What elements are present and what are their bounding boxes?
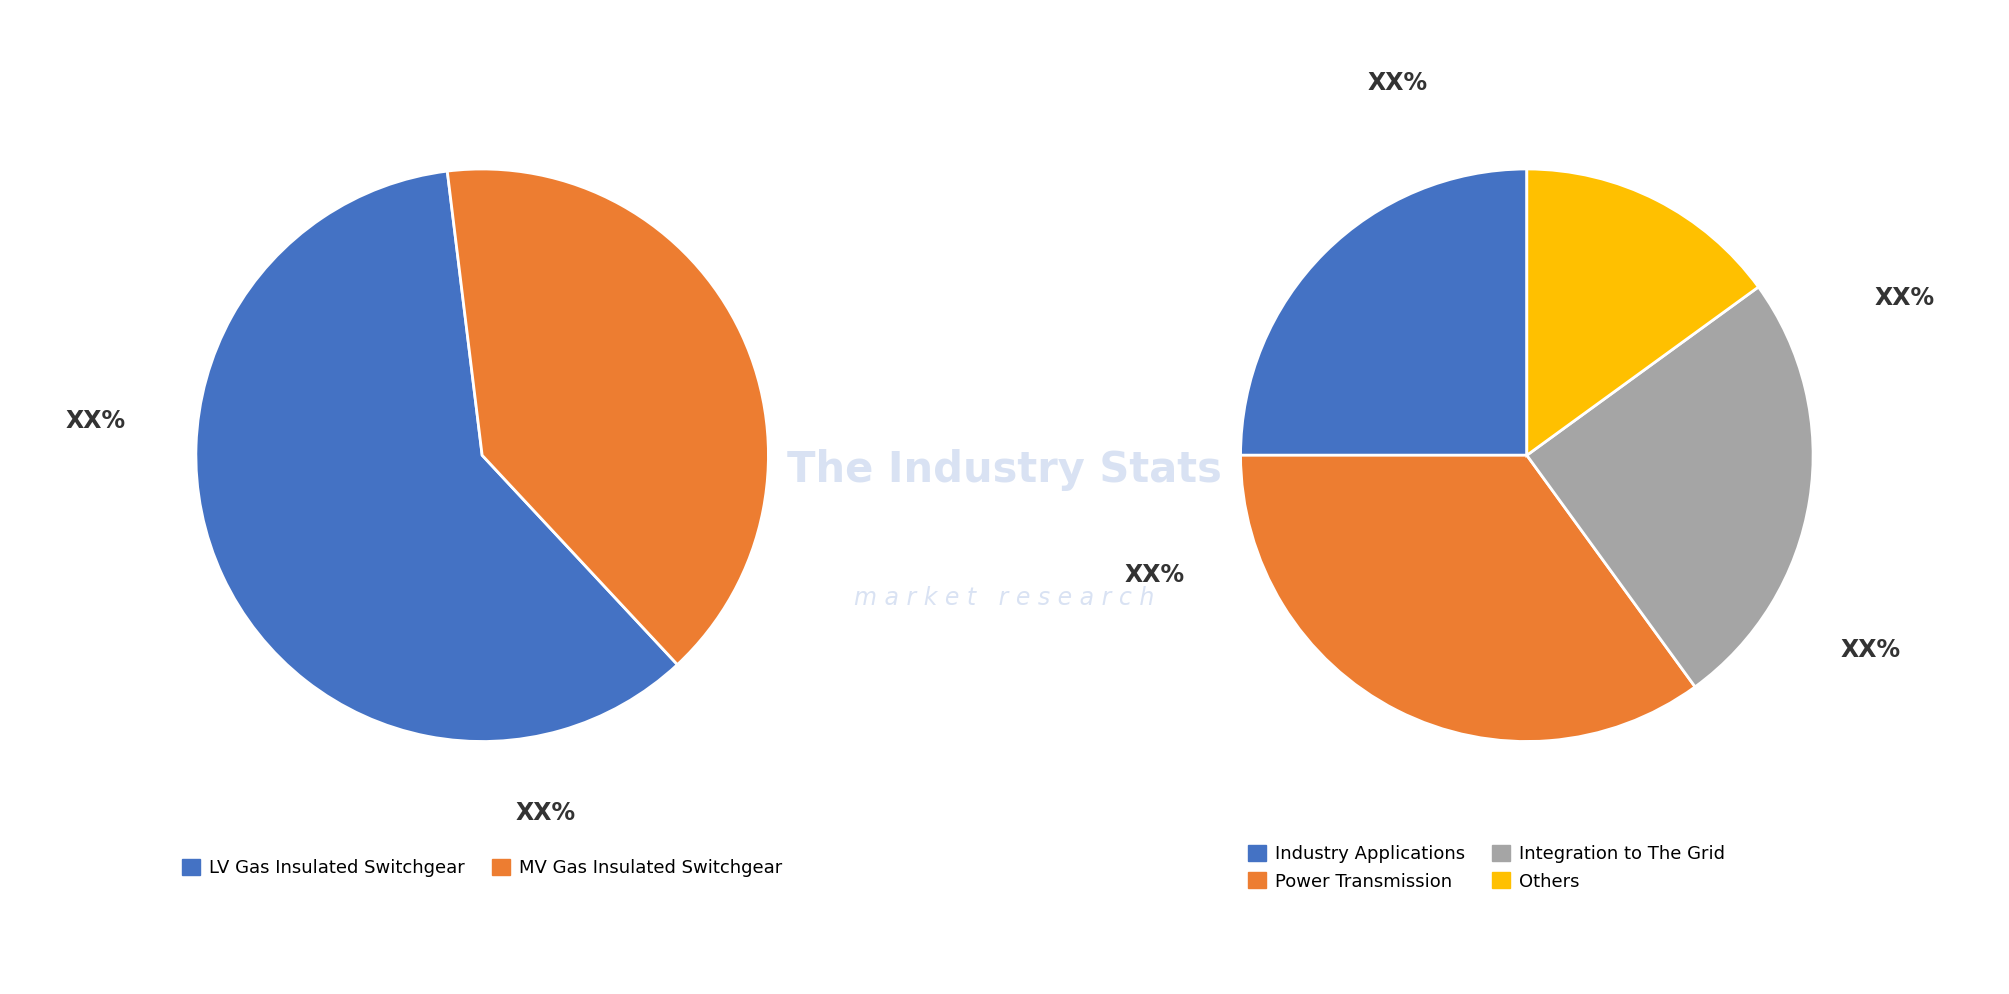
Text: Email: sales@theindustrystats.com: Email: sales@theindustrystats.com [585, 949, 942, 967]
Wedge shape [448, 169, 767, 665]
Wedge shape [1527, 169, 1758, 455]
Text: m a r k e t   r e s e a r c h: m a r k e t r e s e a r c h [854, 586, 1155, 610]
Text: Website: www.theindustrystats.com: Website: www.theindustrystats.com [1563, 949, 1933, 967]
Text: XX%: XX% [1840, 638, 1901, 662]
Wedge shape [1242, 169, 1527, 455]
Wedge shape [1242, 455, 1696, 742]
Text: Fig. Global LV & MV Gas Insulated Switchgear Market Share by Product Types & App: Fig. Global LV & MV Gas Insulated Switch… [24, 38, 1388, 64]
Legend: Industry Applications, Power Transmission, Integration to The Grid, Others: Industry Applications, Power Transmissio… [1242, 838, 1732, 898]
Text: XX%: XX% [1368, 72, 1428, 95]
Wedge shape [1527, 287, 1812, 687]
Text: XX%: XX% [1874, 286, 1935, 310]
Wedge shape [197, 171, 677, 742]
Text: Source: Theindustrystats Analysis: Source: Theindustrystats Analysis [24, 949, 372, 967]
Text: XX%: XX% [514, 801, 575, 825]
Text: The Industry Stats: The Industry Stats [788, 448, 1221, 491]
Text: XX%: XX% [1125, 564, 1185, 587]
Text: XX%: XX% [66, 409, 127, 433]
